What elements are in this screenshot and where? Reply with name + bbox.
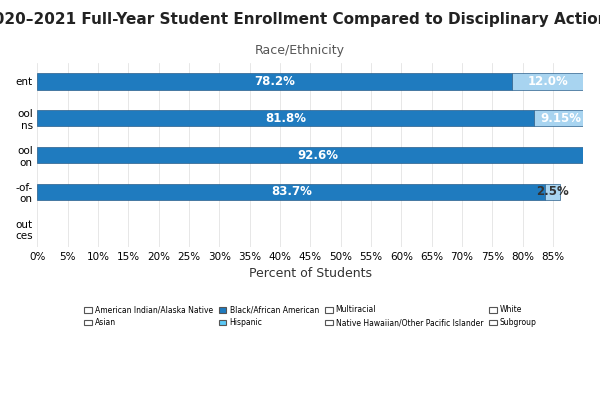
Text: 81.8%: 81.8% xyxy=(265,112,306,125)
Legend: American Indian/Alaska Native, Asian, Black/African American, Hispanic, Multirac: American Indian/Alaska Native, Asian, Bl… xyxy=(81,302,540,330)
Text: 78.2%: 78.2% xyxy=(254,75,295,88)
Text: 83.7%: 83.7% xyxy=(271,185,311,198)
Text: 9.15%: 9.15% xyxy=(541,112,582,125)
Text: 92.6%: 92.6% xyxy=(298,148,339,162)
X-axis label: Percent of Students: Percent of Students xyxy=(249,268,372,280)
Text: 2020–2021 Full-Year Student Enrollment Compared to Disciplinary Actions: 2020–2021 Full-Year Student Enrollment C… xyxy=(0,12,600,27)
Text: 2.5%: 2.5% xyxy=(536,185,569,198)
Bar xyxy=(533,110,589,126)
Bar xyxy=(512,73,584,90)
Bar xyxy=(37,73,512,90)
Bar xyxy=(37,110,533,126)
Text: 12.0%: 12.0% xyxy=(527,75,568,88)
Bar xyxy=(37,184,545,200)
Bar xyxy=(37,147,599,163)
Bar xyxy=(545,184,560,200)
Text: Race/Ethnicity: Race/Ethnicity xyxy=(255,44,345,57)
